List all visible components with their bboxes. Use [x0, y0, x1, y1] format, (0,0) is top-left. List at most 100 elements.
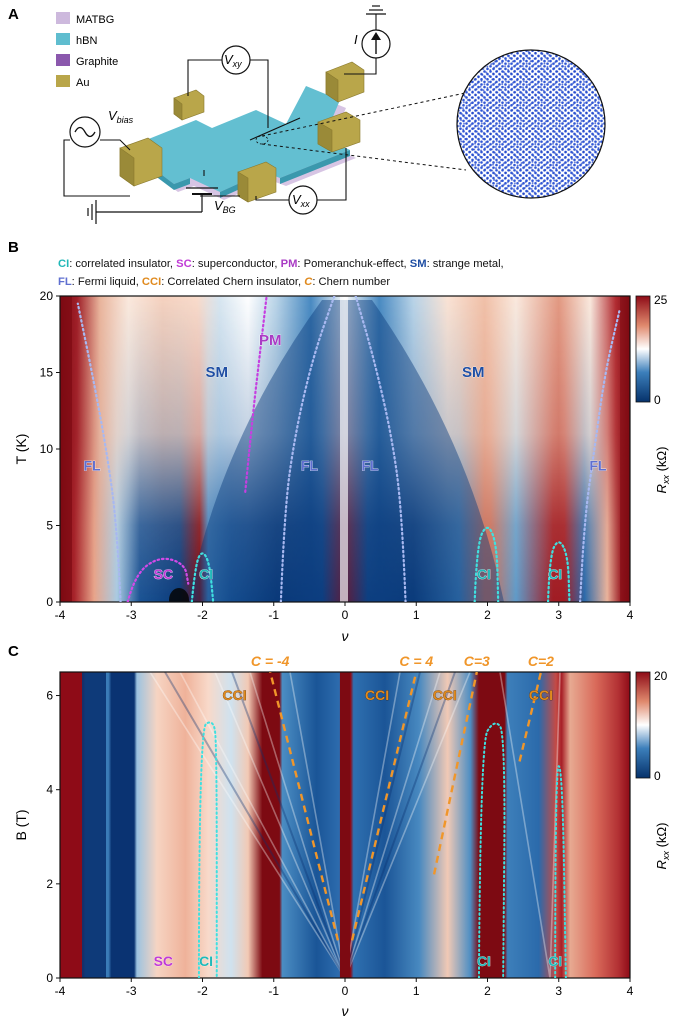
- colorbar-c: 20 0 Rxx (kΩ): [635, 669, 671, 870]
- legend-caption-line2: FL: Fermi liquid, CCI: Correlated Chern …: [58, 276, 390, 288]
- caption-part: C: [304, 276, 313, 288]
- phase-boundary: [473, 526, 500, 602]
- chern-line: [518, 672, 543, 762]
- colorbar-b-max: 25: [654, 293, 668, 307]
- x-tick-label: -2: [197, 608, 208, 622]
- legend-swatch-matbg: [56, 12, 70, 24]
- x-tick-label: 0: [342, 984, 349, 998]
- colorbar-b: 25 0 Rxx (kΩ): [635, 293, 671, 494]
- x-tick-label: 2: [484, 984, 491, 998]
- legend-swatch-graphite: [56, 54, 70, 66]
- phase-label: FL: [84, 457, 102, 473]
- colorbar-b-min: 0: [654, 393, 661, 407]
- phase-boundary: [244, 296, 268, 493]
- caption-part: : superconductor,: [192, 258, 281, 270]
- x-tick-label: -4: [55, 608, 66, 622]
- y-tick-label: 15: [40, 366, 54, 380]
- phase-label: FL: [301, 457, 319, 473]
- phase-label: CCI: [365, 687, 389, 703]
- phase-label: CI: [199, 566, 213, 582]
- svg-text:Vxx: Vxx: [292, 192, 310, 209]
- x-tick-label: 1: [413, 608, 420, 622]
- legend-label-hbn: hBN: [76, 35, 97, 47]
- colorbar-c-label: Rxx (kΩ): [654, 823, 671, 870]
- caption-part: SC: [176, 258, 192, 270]
- circuit-labels: Vxy Vxx Vbias VBG I: [108, 32, 358, 215]
- sine-icon: [74, 126, 96, 138]
- panel-b-xlabel: ν: [342, 628, 349, 644]
- phase-label: CI: [548, 566, 562, 582]
- caption-part: FL: [58, 276, 72, 288]
- panel-a-legend: MATBG hBN Graphite Au: [56, 12, 118, 89]
- device-illustration: [63, 5, 471, 224]
- caption-part: : Fermi liquid,: [72, 276, 142, 288]
- phase-label: FL: [361, 457, 379, 473]
- phase-boundary: [354, 296, 407, 602]
- panel-b-label: B: [8, 239, 19, 256]
- x-tick-label: -3: [126, 984, 137, 998]
- chern-line: [350, 672, 418, 941]
- colorbar-c-min: 0: [654, 769, 661, 783]
- panel-b-axes: -4 -3 -2 -1 0 1 2 3 4 0 5 10 15 20: [40, 289, 634, 622]
- caption-part: SM: [410, 258, 427, 270]
- heatmap-b: [60, 296, 630, 602]
- ci-boundary: [197, 721, 218, 978]
- phase-boundary: [76, 302, 122, 602]
- legend-label-au: Au: [76, 77, 89, 89]
- caption-part: CI: [58, 258, 69, 270]
- phase-label: CI: [477, 566, 491, 582]
- x-tick-label: 3: [555, 608, 562, 622]
- panel-c-label: C: [8, 643, 19, 660]
- vxx-meter: [288, 185, 318, 215]
- phase-label: CI: [199, 953, 213, 969]
- chern-number-label: C=3: [464, 653, 490, 669]
- panel-b-ylabel: T (K): [13, 434, 29, 465]
- colorbar-c-max: 20: [654, 669, 668, 683]
- chern-number-label: C=2: [528, 653, 554, 669]
- x-tick-label: 1: [413, 984, 420, 998]
- panel-c-axes: -4 -3 -2 -1 0 1 2 3 4 0 2 4 6: [46, 689, 633, 998]
- y-tick-label: 0: [46, 971, 53, 985]
- x-tick-label: 2: [484, 608, 491, 622]
- caption-part: CCI: [142, 276, 161, 288]
- phase-label: CCI: [223, 687, 247, 703]
- phase-label: SC: [154, 566, 173, 582]
- phase-label: CI: [548, 953, 562, 969]
- svg-text:VBG: VBG: [214, 198, 236, 215]
- panel-c-xlabel: ν: [342, 1003, 349, 1019]
- legend-label-matbg: MATBG: [76, 14, 114, 26]
- phase-boundary: [546, 541, 571, 602]
- moire-pattern: [456, 49, 606, 199]
- legend-swatch-au: [56, 75, 70, 87]
- phase-label: SM: [462, 364, 485, 381]
- chern-line: [432, 672, 478, 875]
- y-tick-label: 5: [46, 519, 53, 533]
- phase-boundary: [579, 310, 621, 602]
- chern-line: [269, 672, 340, 941]
- legend-swatch-hbn: [56, 33, 70, 45]
- chern-number-label: C = 4: [399, 653, 433, 669]
- colorbar-b-label: Rxx (kΩ): [654, 447, 671, 494]
- x-tick-label: 4: [627, 608, 634, 622]
- y-tick-label: 20: [40, 289, 54, 303]
- x-tick-label: 4: [627, 984, 634, 998]
- vxy-meter: [221, 45, 251, 75]
- panel-a-label: A: [8, 6, 19, 23]
- x-tick-label: 0: [342, 608, 349, 622]
- ci-boundary: [554, 765, 567, 978]
- x-tick-label: -2: [197, 984, 208, 998]
- y-tick-label: 10: [40, 442, 54, 456]
- panel-b-overlays: [76, 296, 621, 602]
- phase-boundary: [190, 552, 215, 602]
- svg-text:I: I: [354, 32, 358, 47]
- svg-text:Vxy: Vxy: [224, 52, 242, 69]
- caption-part: : correlated insulator,: [69, 258, 176, 270]
- y-tick-label: 6: [46, 689, 53, 703]
- legend-label-graphite: Graphite: [76, 56, 118, 68]
- y-tick-label: 2: [46, 877, 53, 891]
- phase-label: CI: [477, 953, 491, 969]
- panel-b-annotations: SM SM PM FL FL FL FL SC CI CI CI: [83, 332, 607, 583]
- heatmap-c: [60, 672, 630, 978]
- x-tick-label: -1: [268, 984, 279, 998]
